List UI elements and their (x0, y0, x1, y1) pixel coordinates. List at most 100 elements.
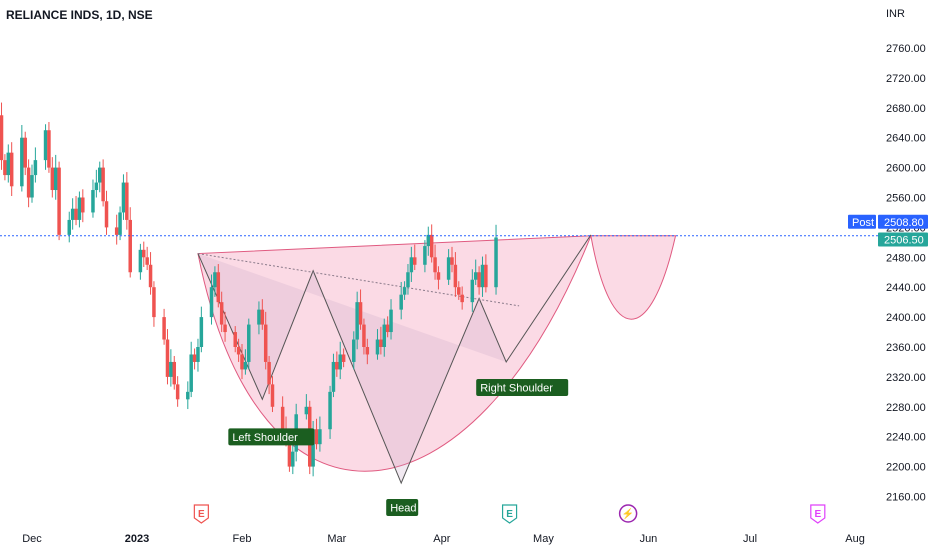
candle (436, 266, 441, 290)
candle (9, 142, 14, 197)
event-markers: E E ⚡ E (193, 504, 826, 524)
candle-body (53, 167, 58, 191)
candle (142, 241, 146, 268)
candle (57, 161, 61, 241)
candle-body (6, 152, 11, 176)
candle-body (104, 201, 109, 228)
candle (199, 306, 204, 353)
candle (389, 299, 393, 340)
candle (165, 329, 170, 385)
earnings-icon[interactable]: E (501, 504, 518, 524)
candle-body (260, 309, 265, 325)
candle (169, 349, 173, 387)
earnings-icon[interactable]: E (193, 504, 209, 524)
candle (101, 159, 105, 207)
price-tick-label: 2680.00 (886, 103, 926, 115)
candle (335, 351, 339, 377)
pattern-label-head: Head (386, 499, 419, 517)
candle-body (429, 234, 434, 258)
event-glyph: ⚡ (622, 507, 634, 520)
time-tick-label: May (533, 533, 554, 545)
price-tick-label: 2480.00 (886, 252, 926, 264)
candle (314, 418, 319, 450)
candle-body (257, 309, 261, 325)
candle-body (460, 294, 464, 303)
candle-body (263, 324, 268, 362)
candle (429, 224, 434, 263)
candle (216, 264, 221, 308)
candle-body (247, 324, 251, 362)
candle-body (199, 317, 204, 347)
candle (186, 381, 190, 410)
candle-body (318, 429, 322, 445)
candle-body (409, 257, 414, 273)
price-tick-label: 2320.00 (886, 372, 926, 384)
candle-body (172, 361, 177, 385)
post-value-bg (878, 214, 928, 229)
candle (152, 281, 156, 327)
candle-body (406, 272, 410, 288)
candle (0, 102, 4, 170)
candle-body (77, 197, 82, 220)
candle (267, 355, 271, 395)
candle (412, 244, 417, 271)
last-price-tag: 2506.50 (878, 232, 928, 247)
candle (145, 246, 149, 271)
candle (138, 243, 143, 280)
candle-body (382, 324, 387, 347)
time-tick-label: Feb (233, 533, 252, 545)
candle (125, 172, 129, 230)
handle-shape (590, 235, 677, 320)
candle (3, 154, 7, 181)
candle (121, 174, 126, 220)
candle (450, 246, 454, 273)
candle (94, 169, 99, 198)
pattern-label-text: Right Shoulder (480, 382, 553, 394)
time-tick-label: 2023 (125, 533, 149, 545)
candle (196, 338, 200, 372)
candle-body (355, 302, 359, 340)
candle-body (9, 152, 14, 187)
candle (257, 301, 261, 335)
price-tick-label: 2560.00 (886, 193, 926, 205)
candle-body (240, 354, 244, 370)
candle-body (162, 317, 166, 340)
candle (457, 281, 461, 300)
candle-body (192, 354, 197, 362)
candle-body (145, 257, 149, 265)
candle (328, 385, 332, 439)
dividend-icon[interactable]: ⚡ (618, 504, 638, 523)
candle (470, 269, 475, 312)
price-tick-label: 2440.00 (886, 282, 926, 294)
candle-body (423, 246, 427, 265)
candle (233, 326, 237, 353)
candle-body (358, 302, 363, 325)
candle (26, 159, 31, 208)
currency-label: INR (886, 8, 905, 20)
candle-body (236, 347, 241, 355)
candle-body (446, 257, 451, 280)
candle (453, 252, 458, 297)
candle (423, 240, 427, 273)
candle-body (379, 339, 383, 347)
candle-body (81, 197, 85, 213)
price-axis[interactable]: 2160.00 2200.00 2240.00 2280.00 2320.00 2360.… (886, 43, 926, 504)
candle (331, 353, 336, 398)
candle-body (20, 137, 24, 187)
event-glyph: E (198, 509, 205, 520)
candle (240, 344, 244, 380)
candle (304, 394, 309, 420)
pattern-label-bg (228, 428, 315, 446)
candle (91, 179, 95, 218)
candle (70, 198, 75, 230)
candle (53, 154, 58, 200)
time-tick-label: Aug (845, 533, 865, 545)
candle-body (335, 361, 339, 370)
time-axis[interactable]: Dec 2023 Feb Mar Apr May Jun Jul Aug (22, 533, 865, 545)
candle-body (33, 160, 38, 176)
candle (104, 190, 109, 235)
event-badge (618, 504, 638, 523)
earnings-icon[interactable]: E (810, 504, 826, 524)
candle-body (209, 287, 214, 318)
